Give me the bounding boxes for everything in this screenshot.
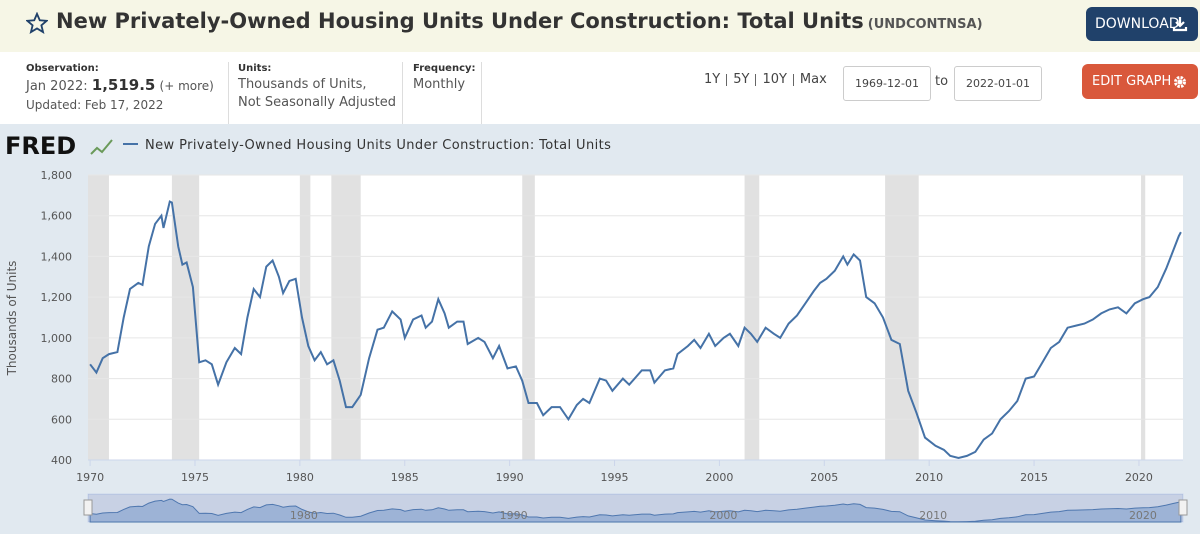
x-tick-label: 2000	[705, 471, 733, 484]
navigator-handle[interactable]	[1178, 499, 1188, 516]
navigator-handle[interactable]	[83, 499, 93, 516]
y-axis-label: Thousands of Units	[5, 261, 19, 377]
range-button[interactable]: 1Y	[704, 72, 721, 87]
range-button[interactable]: 5Y	[726, 73, 755, 86]
y-tick-label: 600	[51, 413, 72, 426]
updated: Updated: Feb 17, 2022	[26, 98, 164, 112]
frequency: Frequency: Monthly	[413, 62, 476, 94]
x-tick-label: 1970	[76, 471, 104, 484]
units-line: Not Seasonally Adjusted	[238, 95, 396, 110]
frequency-value: Monthly	[413, 77, 466, 92]
navigator-label: 1980	[290, 509, 318, 522]
y-tick-label: 400	[51, 454, 72, 467]
y-tick-label: 1,200	[41, 291, 73, 304]
navigator-label: 2020	[1129, 509, 1157, 522]
recession-band	[744, 175, 760, 460]
gear-icon	[1174, 76, 1186, 88]
frequency-label: Frequency:	[413, 63, 476, 74]
y-tick-label: 1,800	[41, 169, 73, 182]
plot-area	[88, 175, 1183, 460]
separator	[481, 62, 482, 124]
y-tick-label: 1,400	[41, 250, 73, 263]
end-date-input[interactable]: 2022-01-01	[954, 66, 1042, 101]
separator	[228, 62, 229, 124]
legend-label: New Privately-Owned Housing Units Under …	[145, 138, 611, 153]
range-buttons: 1Y 5Y 10Y Max	[704, 72, 833, 87]
series-line	[89, 200, 1182, 460]
recession-band	[522, 175, 535, 460]
range-button[interactable]: 10Y	[755, 73, 792, 86]
y-tick-label: 1,600	[41, 210, 73, 223]
navigator-label: 2010	[919, 509, 947, 522]
units: Units: Thousands of Units, Not Seasonall…	[238, 62, 396, 112]
download-label: DOWNLOAD	[1095, 16, 1180, 32]
navigator-area	[89, 498, 1182, 523]
x-tick-label: 2005	[810, 471, 838, 484]
x-tick-label: 1985	[391, 471, 419, 484]
edit-graph-label: EDIT GRAPH	[1092, 74, 1172, 89]
download-button[interactable]: DOWNLOAD	[1086, 7, 1198, 41]
edit-graph-button[interactable]: EDIT GRAPH	[1082, 64, 1198, 99]
navigator-label: 1990	[500, 509, 528, 522]
chart: FRED Thousands of Units 400 600 800 1,000 1,…	[0, 124, 1200, 534]
recession-band	[331, 175, 361, 460]
y-tick-label: 800	[51, 373, 72, 386]
more-link[interactable]: (+ more)	[159, 79, 214, 93]
units-line: Thousands of Units,	[238, 77, 367, 92]
star-icon[interactable]	[26, 12, 48, 34]
download-icon	[1172, 17, 1188, 32]
title: New Privately-Owned Housing Units Under …	[56, 9, 983, 33]
recession-band	[299, 175, 311, 460]
x-tick-label: 1975	[181, 471, 209, 484]
units-label: Units:	[238, 63, 272, 74]
x-tick-label: 2020	[1125, 471, 1153, 484]
to-label: to	[935, 74, 949, 89]
range-button[interactable]: Max	[792, 73, 833, 86]
recession-band	[1141, 175, 1146, 460]
x-tick-label: 2015	[1020, 471, 1048, 484]
navigator-mask	[88, 494, 1183, 522]
observation-label: Observation:	[26, 63, 99, 74]
observation-date: Jan 2022:	[26, 79, 88, 94]
observation: Observation: Jan 2022: 1,519.5 (+ more) …	[26, 62, 214, 114]
observation-value: 1,519.5	[91, 76, 156, 94]
recession-band	[885, 175, 919, 460]
x-tick-label: 2010	[915, 471, 943, 484]
recession-band	[88, 175, 109, 460]
logo: FRED	[5, 132, 76, 160]
title-bar: New Privately-Owned Housing Units Under …	[0, 0, 1200, 52]
y-tick-label: 1,000	[41, 332, 73, 345]
title-text: New Privately-Owned Housing Units Under …	[56, 9, 864, 33]
navigator-label: 2000	[709, 509, 737, 522]
separator	[402, 62, 403, 124]
x-tick-label: 1990	[496, 471, 524, 484]
logo-icon	[90, 139, 113, 155]
x-tick-label: 1980	[286, 471, 314, 484]
x-tick-label: 1995	[601, 471, 629, 484]
series-code: (UNDCONTNSA)	[867, 17, 983, 32]
start-date-input[interactable]: 1969-12-01	[843, 66, 931, 101]
